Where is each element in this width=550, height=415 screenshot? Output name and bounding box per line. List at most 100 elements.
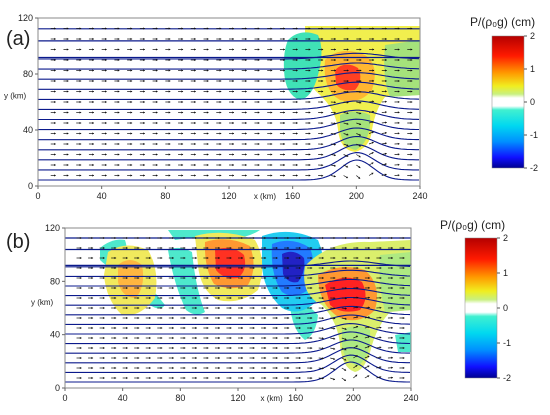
velocity-arrow-head — [105, 69, 107, 72]
velocity-arrow-head — [367, 355, 370, 358]
velocity-arrow-head — [155, 69, 158, 72]
velocity-arrow-head — [379, 246, 382, 250]
velocity-arrow-head — [371, 172, 374, 175]
velocity-arrow-head — [397, 27, 400, 30]
velocity-arrow-head — [391, 376, 393, 379]
velocity-arrow-head — [181, 163, 184, 167]
velocity-arrow-head — [296, 48, 298, 51]
velocity-arrow-head — [218, 296, 220, 300]
velocity-arrow-head — [257, 121, 260, 125]
y-tick-label: 120 — [45, 223, 60, 233]
velocity-arrow-head — [130, 90, 133, 93]
velocity-arrow-head — [372, 90, 375, 93]
velocity-arrow-head — [333, 367, 336, 371]
velocity-arrow-head — [296, 58, 298, 62]
velocity-arrow-head — [287, 306, 290, 310]
velocity-arrow-head — [241, 356, 243, 360]
velocity-arrow-head — [79, 27, 82, 30]
velocity-arrow-head — [168, 58, 171, 62]
velocity-arrow-head — [283, 111, 285, 114]
velocity-arrow-head — [114, 236, 117, 240]
panel-b-orange-left — [118, 260, 144, 298]
velocity-arrow-head — [379, 286, 382, 290]
velocity-arrow-head — [218, 316, 220, 320]
velocity-arrow-head — [149, 316, 151, 320]
velocity-arrow-head — [264, 286, 267, 290]
velocity-arrow-head — [219, 111, 222, 114]
velocity-arrow-head — [334, 132, 336, 136]
velocity-arrow-head — [241, 256, 243, 260]
velocity-arrow-head — [219, 163, 222, 167]
velocity-arrow-head — [358, 155, 361, 158]
velocity-arrow-head — [257, 163, 260, 167]
velocity-arrow-head — [126, 326, 128, 330]
velocity-arrow-head — [172, 246, 174, 250]
velocity-arrow-head — [310, 246, 313, 250]
velocity-arrow-head — [367, 365, 370, 368]
velocity-arrow-head — [245, 48, 247, 51]
velocity-arrow-head — [172, 366, 174, 370]
velocity-arrow-head — [367, 316, 370, 319]
velocity-arrow-head — [410, 58, 413, 62]
velocity-arrow-head — [321, 111, 324, 114]
velocity-arrow-head — [245, 111, 247, 114]
velocity-arrow-head — [66, 27, 69, 30]
velocity-arrow-head — [160, 316, 163, 320]
velocity-arrow-head — [149, 286, 151, 290]
velocity-arrow-head — [308, 142, 311, 146]
x-tick-label: 120 — [230, 393, 245, 403]
velocity-arrow-head — [105, 58, 107, 62]
velocity-arrow-head — [105, 132, 107, 135]
velocity-arrow-head — [149, 376, 151, 380]
velocity-arrow-head — [372, 37, 375, 41]
velocity-arrow-head — [219, 153, 222, 156]
velocity-arrow-head — [137, 256, 140, 260]
velocity-arrow-head — [287, 246, 290, 250]
velocity-arrow-head — [275, 336, 278, 340]
y-tick-label: 0 — [28, 181, 33, 191]
velocity-arrow-head — [385, 69, 387, 72]
velocity-arrow-head — [114, 256, 117, 260]
panel-b-streamlines — [65, 237, 411, 383]
velocity-arrow-head — [137, 326, 140, 330]
velocity-arrow-head — [299, 366, 301, 370]
velocity-arrow-head — [92, 121, 94, 125]
velocity-arrow-head — [183, 296, 186, 300]
velocity-arrow-head — [270, 111, 273, 114]
velocity-arrow-head — [194, 111, 196, 114]
velocity-arrow-head — [270, 27, 273, 30]
x-tick-label: 160 — [285, 191, 300, 201]
velocity-arrow-head — [168, 100, 171, 104]
velocity-arrow-head — [114, 306, 117, 310]
velocity-arrow-head — [402, 356, 405, 360]
velocity-arrow-head — [391, 286, 393, 290]
velocity-arrow-head — [245, 153, 247, 156]
velocity-arrow-head — [160, 296, 163, 300]
velocity-arrow-head — [287, 286, 290, 290]
velocity-arrow-head — [257, 111, 260, 114]
velocity-arrow-head — [344, 368, 347, 371]
velocity-arrow-head — [384, 152, 387, 155]
velocity-arrow-head — [346, 165, 349, 168]
velocity-arrow-head — [149, 326, 151, 330]
velocity-arrow-head — [275, 376, 278, 380]
velocity-arrow-head — [183, 316, 186, 320]
velocity-arrow-head — [218, 356, 220, 360]
velocity-arrow-head — [410, 90, 413, 93]
colorbar-a-ticks: 2 1 0 -1 -2 — [524, 31, 538, 173]
velocity-arrow-head — [368, 296, 370, 299]
velocity-arrow-head — [92, 142, 94, 146]
velocity-arrow-head — [219, 100, 222, 104]
velocity-arrow-head — [218, 336, 220, 340]
velocity-arrow-head — [410, 163, 413, 167]
velocity-arrow-head — [183, 266, 186, 270]
velocity-arrow-head — [183, 336, 186, 340]
velocity-arrow-head — [264, 326, 267, 330]
velocity-arrow-head — [181, 37, 184, 41]
velocity-arrow-head — [126, 236, 128, 240]
velocity-arrow-head — [172, 286, 174, 290]
velocity-arrow-head — [334, 122, 336, 125]
velocity-arrow-head — [172, 266, 174, 270]
velocity-arrow-head — [102, 266, 105, 270]
velocity-arrow-head — [117, 79, 120, 83]
